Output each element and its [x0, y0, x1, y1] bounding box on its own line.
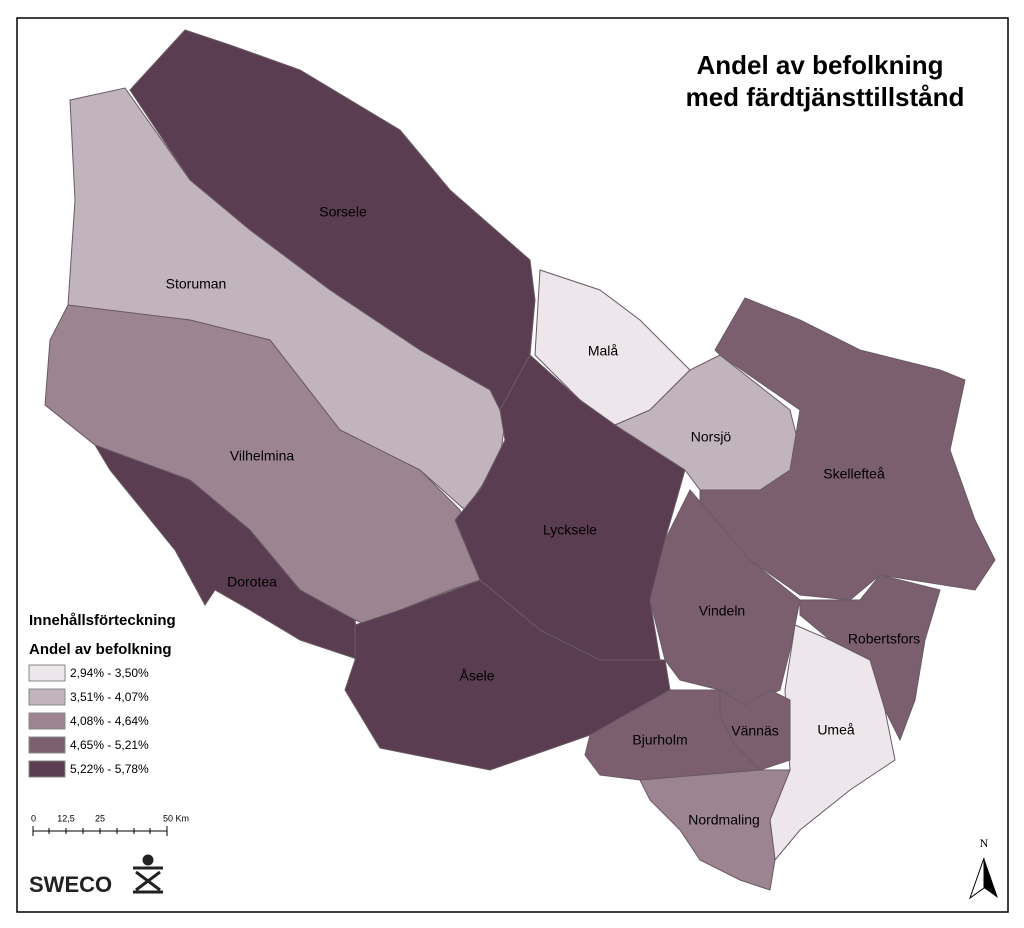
- region-label: Robertsfors: [848, 631, 920, 647]
- legend-label: 3,51% - 4,07%: [70, 690, 149, 704]
- title: Andel av befolkning: [696, 50, 943, 80]
- scale-label: 50 Km: [163, 813, 189, 823]
- region-label: Umeå: [817, 722, 855, 738]
- title: med färdtjänsttillstånd: [686, 82, 965, 112]
- region: [639, 769, 791, 891]
- region-label: Bjurholm: [632, 732, 687, 748]
- legend-swatch: [28, 664, 66, 682]
- logo: SWECO: [29, 872, 112, 897]
- region-label: Skellefteå: [823, 466, 885, 482]
- scale-label: 25: [95, 813, 105, 823]
- scale-bar: [32, 826, 168, 836]
- region-label: Vilhelmina: [230, 448, 295, 464]
- legend-heading: Innehållsförteckning: [29, 612, 176, 629]
- legend-label: 4,65% - 5,21%: [70, 738, 149, 752]
- region-label: Norsjö: [691, 429, 732, 445]
- region-label: Storuman: [166, 276, 227, 292]
- scale-label: 0: [31, 813, 36, 823]
- region: [799, 574, 941, 742]
- region-label: Åsele: [459, 668, 494, 684]
- legend-label: 5,22% - 5,78%: [70, 762, 149, 776]
- region-label: Sorsele: [319, 204, 367, 220]
- region-label: Nordmaling: [688, 812, 760, 828]
- region: [93, 444, 361, 661]
- legend-label: 4,08% - 4,64%: [70, 714, 149, 728]
- legend-title: Andel av befolkning: [29, 641, 172, 658]
- region-label: Dorotea: [227, 574, 277, 590]
- legend-swatch: [28, 688, 66, 706]
- legend-swatch: [28, 712, 66, 730]
- region-label: Vindeln: [699, 603, 745, 619]
- region-label: Vännäs: [731, 723, 778, 739]
- logo-icon: [133, 854, 163, 894]
- legend-swatch: [28, 736, 66, 754]
- legend-swatch: [28, 760, 66, 778]
- scale-label: 12,5: [57, 813, 75, 823]
- north-label: N: [980, 836, 989, 850]
- region-label: Malå: [588, 343, 619, 359]
- region-label: Lycksele: [543, 522, 597, 538]
- north-arrow: [984, 858, 998, 898]
- legend-label: 2,94% - 3,50%: [70, 666, 149, 680]
